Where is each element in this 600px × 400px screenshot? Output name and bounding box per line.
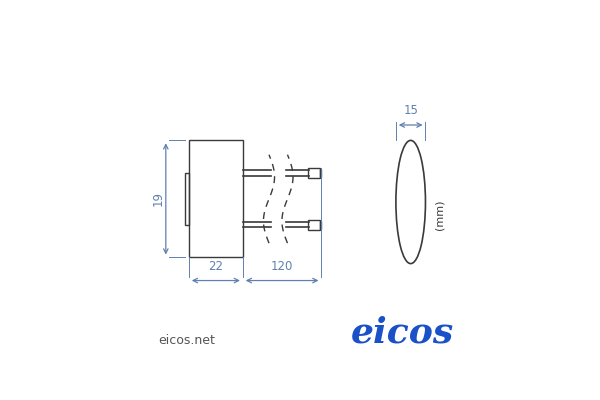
- Text: eicos: eicos: [350, 316, 454, 350]
- Text: eicos.net: eicos.net: [158, 334, 215, 347]
- Text: (mm): (mm): [434, 199, 445, 230]
- Text: 15: 15: [403, 104, 418, 117]
- Text: 22: 22: [208, 260, 223, 273]
- Text: 19: 19: [152, 192, 164, 206]
- Text: 120: 120: [271, 260, 293, 273]
